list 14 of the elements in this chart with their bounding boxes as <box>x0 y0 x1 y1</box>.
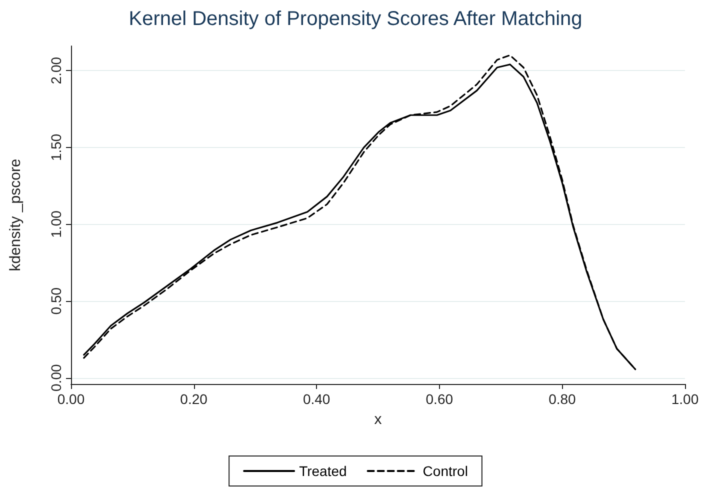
x-axis-title: x <box>374 411 382 428</box>
x-tick-label: 0.40 <box>302 391 330 407</box>
y-tick-label: 1.00 <box>48 210 64 238</box>
y-tick-label: 2.00 <box>48 56 64 84</box>
y-axis-title: kdensity _pscore <box>7 158 24 272</box>
y-tick-label: 0.50 <box>48 287 64 315</box>
x-tick-label: 0.20 <box>180 391 208 407</box>
x-tick-label: 0.80 <box>548 391 576 407</box>
chart-title: Kernel Density of Propensity Scores After Matching <box>128 8 582 30</box>
x-tick-label: 0.60 <box>426 391 454 407</box>
legend-label: Treated <box>299 463 347 479</box>
x-tick-label: 1.00 <box>671 391 699 407</box>
legend-label: Control <box>422 463 468 479</box>
y-tick-label: 1.50 <box>48 134 64 162</box>
